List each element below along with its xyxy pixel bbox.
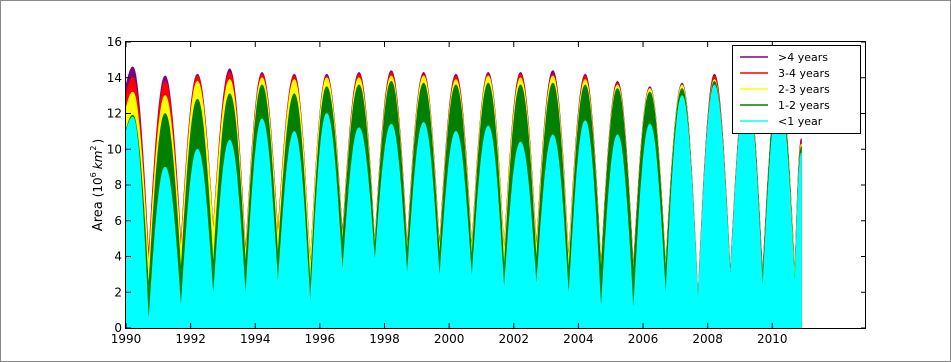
y-tick-label: 4	[114, 250, 122, 264]
legend-label: 2-3 years	[778, 83, 830, 96]
legend-label: <1 year	[778, 115, 823, 128]
x-tick-label: 1998	[369, 332, 400, 346]
x-tick-label: 2008	[692, 332, 723, 346]
legend: >4 years 3-4 years 2-3 years 1-2 years <1 ye…	[732, 45, 861, 134]
y-axis: 0 2 4 6 8 10 12 14 16	[107, 35, 866, 335]
x-tick-label: 2002	[498, 332, 529, 346]
x-tick-label: 2004	[563, 332, 594, 346]
stacked-areas	[125, 66, 802, 329]
y-axis-label: Area(106km2)	[89, 139, 106, 231]
y-axis-unit-km: km	[91, 151, 105, 170]
x-tick-label: 2006	[628, 332, 659, 346]
y-tick-label: 14	[107, 71, 122, 85]
x-tick-label: 2010	[757, 332, 788, 346]
y-axis-unit-base: 10	[91, 177, 105, 192]
y-axis-unit-km-exp: 2	[89, 145, 98, 150]
x-tick-label: 1990	[111, 332, 142, 346]
x-tick-label: 1992	[175, 332, 206, 346]
y-tick-label: 8	[114, 178, 122, 192]
legend-label: 1-2 years	[778, 99, 830, 112]
y-tick-label: 6	[114, 214, 122, 228]
y-tick-label: 12	[107, 107, 122, 121]
y-tick-label: 2	[114, 285, 122, 299]
area-1-year	[125, 84, 802, 329]
y-axis-unit-exp: 6	[89, 172, 98, 177]
y-tick-label: 16	[107, 35, 122, 49]
x-tick-label: 2000	[434, 332, 465, 346]
x-axis: 1990 1992 1994 1996 1998 2000 2002 2004 2006 2008…	[111, 42, 788, 346]
y-tick-label: 0	[114, 321, 122, 335]
y-axis-label-text: Area	[91, 201, 106, 231]
x-tick-label: 1994	[240, 332, 271, 346]
legend-label: >4 years	[778, 51, 828, 64]
y-tick-label: 10	[107, 142, 122, 156]
legend-label: 3-4 years	[778, 67, 830, 80]
x-tick-label: 1996	[305, 332, 336, 346]
